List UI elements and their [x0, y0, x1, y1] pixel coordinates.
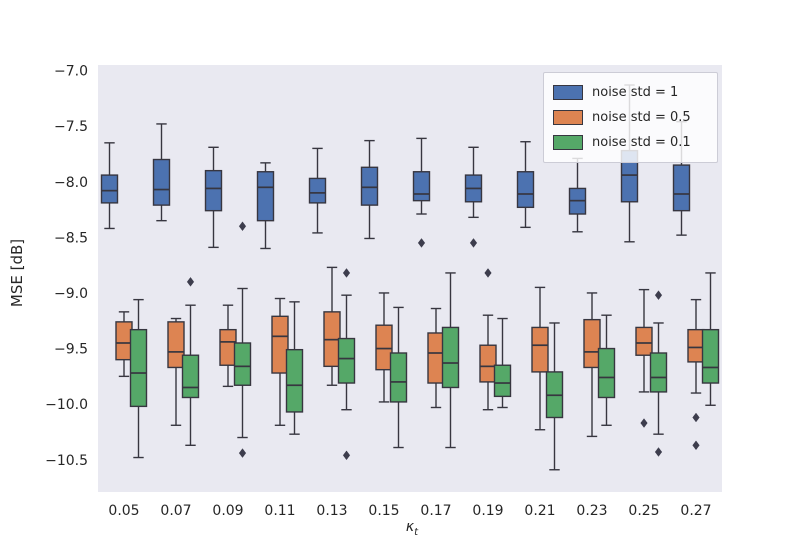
- flier-diamond: [342, 450, 351, 461]
- x-tick-label: 0.25: [628, 503, 659, 519]
- x-axis-label-subscript: t: [414, 526, 419, 538]
- x-axis-label: κt: [382, 519, 442, 538]
- flier-diamond: [417, 238, 426, 248]
- box-rect: [360, 166, 379, 206]
- box-layer: [100, 84, 720, 471]
- box-rect: [635, 326, 653, 356]
- y-tick-label: −7.0: [54, 64, 88, 80]
- y-axis-label: MSE [dB]: [8, 238, 26, 308]
- legend-label: noise std = 0.5: [592, 110, 691, 125]
- box-rect: [271, 315, 289, 374]
- box-rect: [493, 364, 512, 398]
- box-rect: [479, 344, 497, 383]
- flier-diamond: [186, 277, 195, 287]
- box-rect: [115, 321, 133, 361]
- legend-label: noise std = 1: [592, 85, 679, 100]
- x-tick-label: 0.19: [472, 503, 503, 519]
- box-rect: [701, 328, 720, 384]
- box-rect: [100, 174, 119, 204]
- y-tick-label: −8.5: [54, 230, 88, 246]
- legend-item-noise-std-01: noise std = 0.1: [553, 130, 708, 155]
- y-tick-label: −7.5: [54, 119, 88, 135]
- box-rect: [441, 326, 460, 389]
- x-tick-label: 0.07: [160, 503, 191, 519]
- box-rect: [412, 171, 431, 202]
- x-axis-label-kappa: κ: [405, 519, 415, 535]
- legend-label: noise std = 0.1: [592, 135, 691, 150]
- box-rect: [181, 354, 200, 399]
- box-rect: [204, 169, 223, 212]
- flier-diamond: [640, 418, 648, 428]
- box-rect: [308, 177, 327, 204]
- box-rect: [152, 158, 171, 206]
- legend-swatch-blue-icon: [553, 85, 583, 100]
- flier-diamond: [469, 238, 478, 248]
- box-rect: [672, 164, 691, 212]
- y-tick-label: −8.0: [54, 175, 88, 191]
- x-tick-label: 0.23: [576, 503, 607, 519]
- x-axis-ticks: 0.05 0.07 0.09 0.11 0.13 0.15 0.17 0.19 0.21 0.23…: [108, 503, 711, 519]
- box-rect: [167, 321, 185, 369]
- x-tick-label: 0.13: [316, 503, 347, 519]
- flier-diamond: [654, 290, 663, 300]
- box-rect: [531, 326, 549, 373]
- box-series-3: [129, 221, 720, 471]
- box-rect: [649, 352, 668, 393]
- box-rect: [389, 352, 408, 403]
- x-tick-label: 0.11: [264, 503, 295, 519]
- flier-diamond: [238, 221, 247, 232]
- flier-diamond: [692, 412, 700, 423]
- box-rect: [129, 328, 148, 408]
- y-tick-label: −10.5: [45, 453, 88, 469]
- box-rect: [687, 328, 705, 363]
- box-rect: [427, 332, 445, 384]
- legend-item-noise-std-05: noise std = 0.5: [553, 105, 708, 130]
- y-tick-label: −9.0: [54, 286, 88, 302]
- x-tick-label: 0.05: [108, 503, 139, 519]
- box-rect: [375, 324, 393, 371]
- flier-diamond: [654, 447, 663, 457]
- box-rect: [337, 337, 356, 384]
- flier-diamond: [238, 448, 247, 458]
- y-tick-label: −9.5: [54, 342, 88, 358]
- legend-swatch-orange-icon: [553, 110, 583, 125]
- box-series-2: [115, 266, 705, 451]
- box-rect: [219, 328, 237, 366]
- legend: noise std = 1 noise std = 0.5 noise std …: [543, 72, 718, 163]
- box-rect: [516, 171, 535, 209]
- box-rect: [285, 348, 304, 413]
- x-tick-label: 0.09: [212, 503, 243, 519]
- box-rect: [597, 347, 616, 399]
- x-tick-label: 0.27: [680, 503, 711, 519]
- flier-diamond: [484, 268, 492, 278]
- x-tick-label: 0.15: [368, 503, 399, 519]
- x-tick-label: 0.21: [524, 503, 555, 519]
- y-axis-ticks: −7.0 −7.5 −8.0 −8.5 −9.0 −9.5 −10.0 −10.5: [45, 64, 88, 469]
- flier-diamond: [692, 440, 700, 451]
- box-rect: [233, 342, 252, 386]
- legend-item-noise-std-1: noise std = 1: [553, 80, 708, 105]
- x-tick-label: 0.17: [420, 503, 451, 519]
- legend-swatch-green-icon: [553, 135, 583, 150]
- box-rect: [583, 318, 601, 369]
- box-rect: [256, 171, 275, 222]
- flier-diamond: [342, 268, 351, 278]
- y-tick-label: −10.0: [45, 397, 88, 413]
